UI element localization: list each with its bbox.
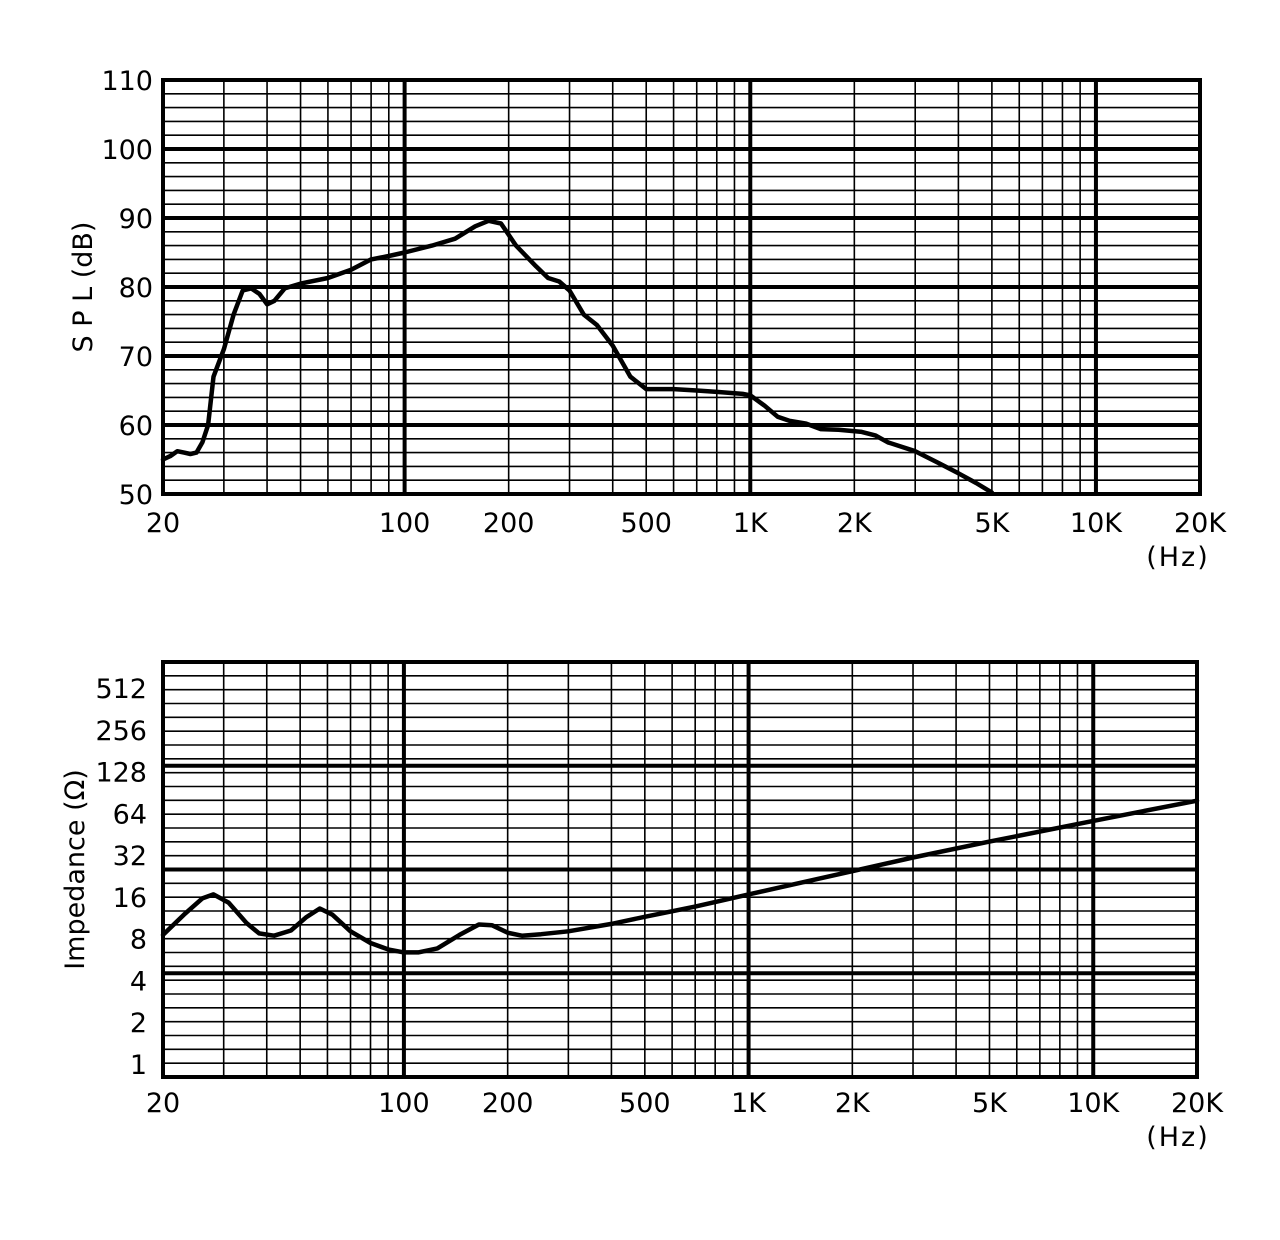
- x-tick-label: 100: [378, 1088, 430, 1119]
- x-tick-label: 20: [146, 508, 180, 539]
- y-tick-label: 32: [113, 841, 147, 872]
- y-tick-label: 16: [113, 883, 147, 914]
- x-tick-label: 20K: [1174, 508, 1227, 539]
- x-tick-label: 500: [620, 508, 672, 539]
- y-tick-label: 8: [130, 925, 147, 956]
- x-tick-label: 200: [483, 508, 535, 539]
- x-tick-label: 5K: [972, 1088, 1008, 1119]
- y-tick-label: 1: [130, 1050, 147, 1081]
- y-axis-title: S P L (dB): [68, 222, 99, 353]
- x-unit-label: (Hz): [1146, 1122, 1210, 1153]
- spl-curve: [160, 218, 995, 495]
- x-tick-label: 100: [379, 508, 431, 539]
- impedance-curve: [160, 798, 1200, 955]
- y-tick-label: 512: [95, 674, 147, 705]
- y-axis-title: Impedance (Ω): [60, 769, 91, 970]
- y-tick-label: 256: [95, 716, 147, 747]
- y-tick-label: 80: [119, 273, 153, 304]
- x-unit-label: (Hz): [1146, 542, 1210, 573]
- spl-chart: 20 100 200 500 1K 2K 5K 10K 20K 110 100 90 80 70 60 50 (…: [68, 66, 1227, 573]
- y-tick-label: 90: [119, 204, 153, 235]
- horizontal-gridlines: [163, 675, 1197, 1064]
- y-tick-label: 50: [119, 480, 153, 511]
- horizontal-gridlines: [163, 78, 1200, 496]
- x-tick-label: 20K: [1171, 1088, 1224, 1119]
- x-tick-label: 1K: [733, 508, 769, 539]
- x-tick-label: 5K: [974, 508, 1010, 539]
- y-tick-label: 64: [113, 799, 147, 830]
- y-tick-label: 4: [130, 966, 147, 997]
- y-tick-label: 100: [101, 135, 153, 166]
- x-tick-label: 2K: [835, 1088, 871, 1119]
- y-tick-label: 128: [95, 758, 147, 789]
- x-tick-label: 1K: [731, 1088, 767, 1119]
- y-tick-label: 60: [119, 411, 153, 442]
- y-tick-label: 70: [119, 342, 153, 373]
- x-tick-label: 2K: [837, 508, 873, 539]
- x-tick-label: 10K: [1070, 508, 1123, 539]
- plot-frame: [161, 660, 1199, 1079]
- impedance-chart: 20 100 200 500 1K 2K 5K 10K 20K 512 256 128 64 32 16 8 4…: [60, 660, 1224, 1153]
- x-tick-label: 200: [482, 1088, 534, 1119]
- plot-frame: [161, 78, 1202, 496]
- y-tick-label: 2: [130, 1008, 147, 1039]
- y-tick-label: 110: [101, 66, 153, 97]
- x-tick-label: 10K: [1067, 1088, 1120, 1119]
- x-tick-label: 500: [619, 1088, 671, 1119]
- x-tick-label: 20: [146, 1088, 180, 1119]
